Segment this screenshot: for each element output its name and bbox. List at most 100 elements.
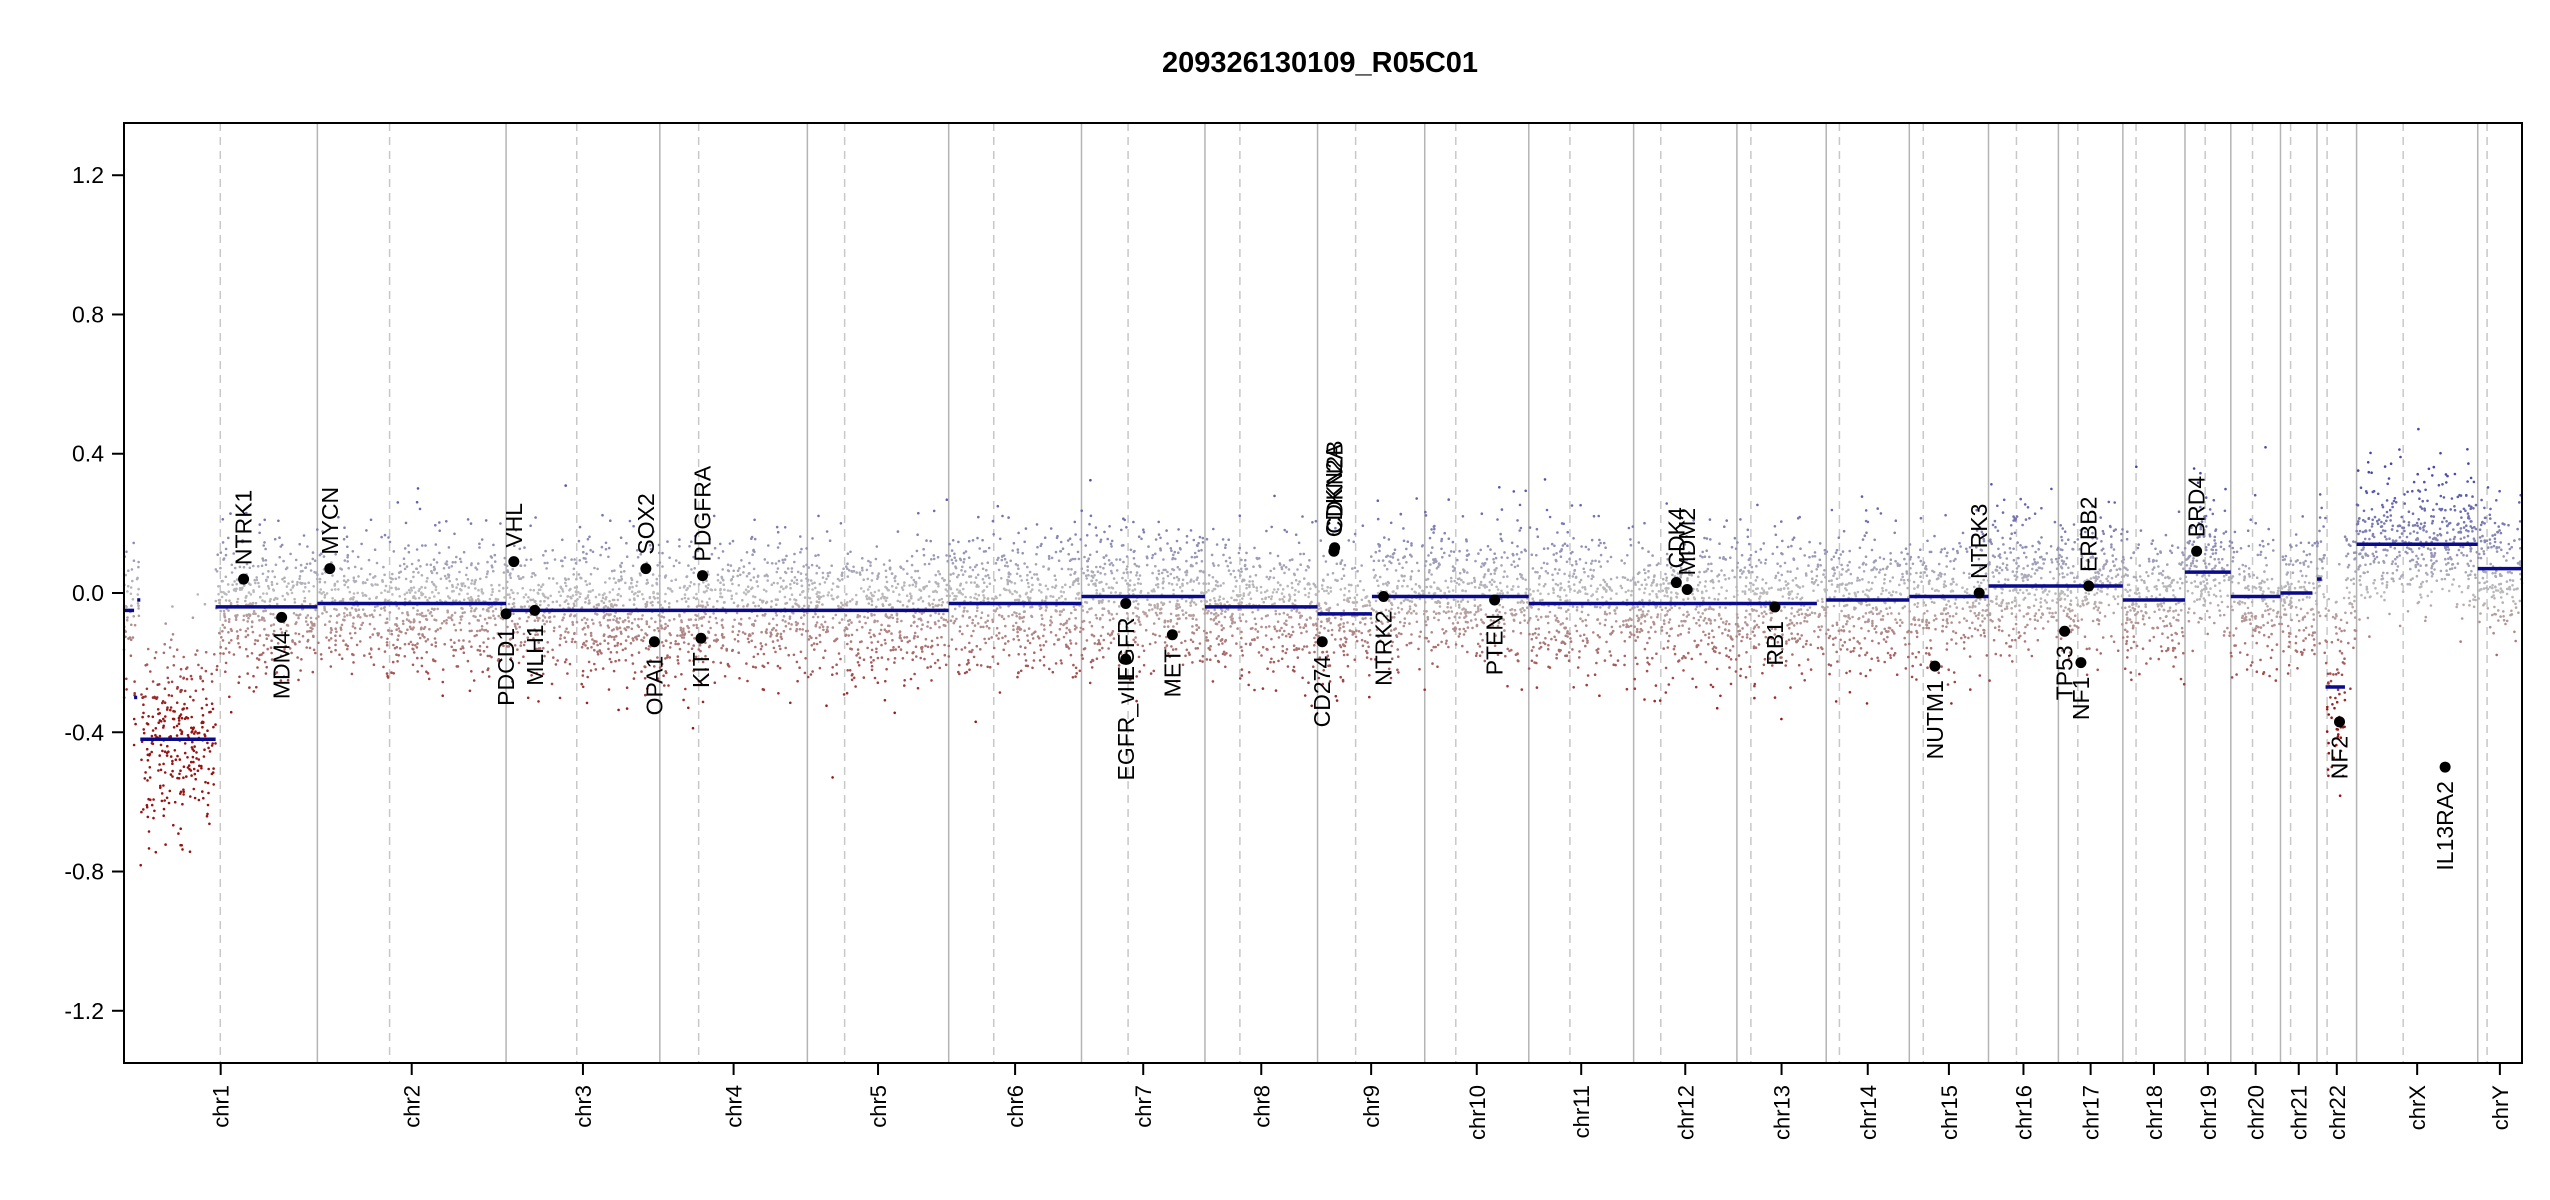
probe-point: [1949, 560, 1952, 563]
probe-point: [1040, 591, 1043, 594]
probe-point: [517, 661, 521, 665]
probe-point: [854, 685, 857, 688]
probe-point: [2188, 539, 2192, 543]
probe-point: [2381, 529, 2385, 532]
probe-point: [1107, 599, 1111, 603]
probe-point: [1084, 544, 1087, 547]
probe-point: [2128, 605, 2131, 608]
probe-point: [677, 662, 680, 665]
probe-point: [1645, 613, 1649, 616]
probe-point: [1440, 539, 1443, 543]
probe-point: [651, 604, 654, 607]
probe-point: [604, 597, 607, 601]
probe-point: [2038, 566, 2042, 570]
probe-point: [264, 672, 268, 675]
probe-point: [669, 641, 673, 645]
probe-point: [308, 562, 312, 565]
probe-point: [1033, 573, 1036, 576]
probe-point: [445, 618, 448, 622]
probe-point: [1205, 537, 1209, 541]
probe-point: [1535, 686, 1539, 689]
probe-point: [1125, 571, 1129, 574]
probe-point: [889, 649, 893, 652]
probe-point: [1460, 578, 1463, 582]
probe-point: [1623, 639, 1627, 643]
probe-point: [1804, 642, 1808, 646]
probe-point: [1253, 546, 1256, 550]
probe-point: [884, 613, 888, 616]
probe-point: [599, 623, 602, 627]
probe-point: [601, 596, 605, 600]
probe-point: [1396, 668, 1399, 672]
probe-point: [1375, 610, 1378, 613]
probe-point: [514, 625, 517, 628]
probe-point: [205, 697, 208, 701]
probe-point: [455, 665, 459, 668]
probe-point: [214, 568, 218, 571]
probe-point: [2197, 621, 2200, 624]
probe-point: [1824, 614, 1827, 618]
probe-point: [304, 620, 308, 623]
probe-point: [1962, 641, 1966, 644]
probe-point: [470, 579, 474, 582]
probe-point: [1402, 624, 1406, 628]
probe-point: [1724, 578, 1727, 581]
probe-point: [385, 643, 389, 647]
probe-point: [227, 620, 231, 624]
probe-point: [1567, 659, 1571, 662]
probe-point: [1264, 596, 1267, 600]
probe-point: [1384, 582, 1388, 585]
probe-point: [521, 587, 524, 590]
probe-point: [870, 664, 874, 668]
probe-point: [608, 618, 612, 622]
probe-point: [394, 577, 398, 581]
probe-point: [1297, 582, 1300, 586]
probe-point: [487, 637, 490, 640]
probe-point: [840, 601, 843, 605]
probe-point: [697, 583, 701, 586]
probe-point: [2138, 564, 2142, 567]
probe-point: [2100, 540, 2103, 543]
probe-point: [1837, 629, 1841, 633]
probe-point: [1107, 559, 1111, 562]
probe-point: [2034, 550, 2037, 554]
probe-point: [227, 536, 230, 540]
probe-point: [1801, 585, 1805, 588]
probe-point: [2140, 609, 2143, 613]
probe-point: [952, 572, 955, 575]
probe-point: [875, 650, 878, 654]
probe-point: [2181, 630, 2184, 634]
probe-point: [1575, 562, 1578, 566]
probe-point: [2214, 595, 2218, 598]
probe-point: [359, 616, 362, 619]
probe-point: [1557, 630, 1561, 634]
probe-point: [798, 666, 801, 669]
probe-point: [546, 596, 550, 600]
probe-point: [1848, 638, 1852, 641]
probe-point: [1556, 583, 1560, 587]
probe-point: [2083, 635, 2087, 638]
probe-point: [826, 625, 829, 629]
probe-point: [1790, 590, 1794, 593]
probe-point: [1622, 623, 1625, 627]
probe-point: [639, 552, 643, 556]
probe-point: [2419, 522, 2423, 526]
probe-point: [1501, 617, 1504, 621]
probe-point: [2506, 571, 2510, 574]
probe-point: [1157, 572, 1161, 576]
probe-point: [983, 596, 986, 600]
probe-point: [1302, 626, 1305, 629]
probe-point: [2176, 581, 2179, 584]
probe-point: [584, 621, 588, 625]
probe-point: [828, 571, 832, 574]
probe-point: [2136, 621, 2140, 625]
probe-point: [436, 607, 440, 611]
probe-point: [1755, 575, 1759, 579]
probe-point: [2066, 588, 2069, 592]
probe-point: [678, 615, 681, 618]
probe-point: [575, 620, 579, 624]
probe-point: [857, 652, 860, 655]
probe-point: [2051, 599, 2054, 602]
probe-point: [1166, 574, 1170, 578]
probe-point: [577, 539, 581, 543]
